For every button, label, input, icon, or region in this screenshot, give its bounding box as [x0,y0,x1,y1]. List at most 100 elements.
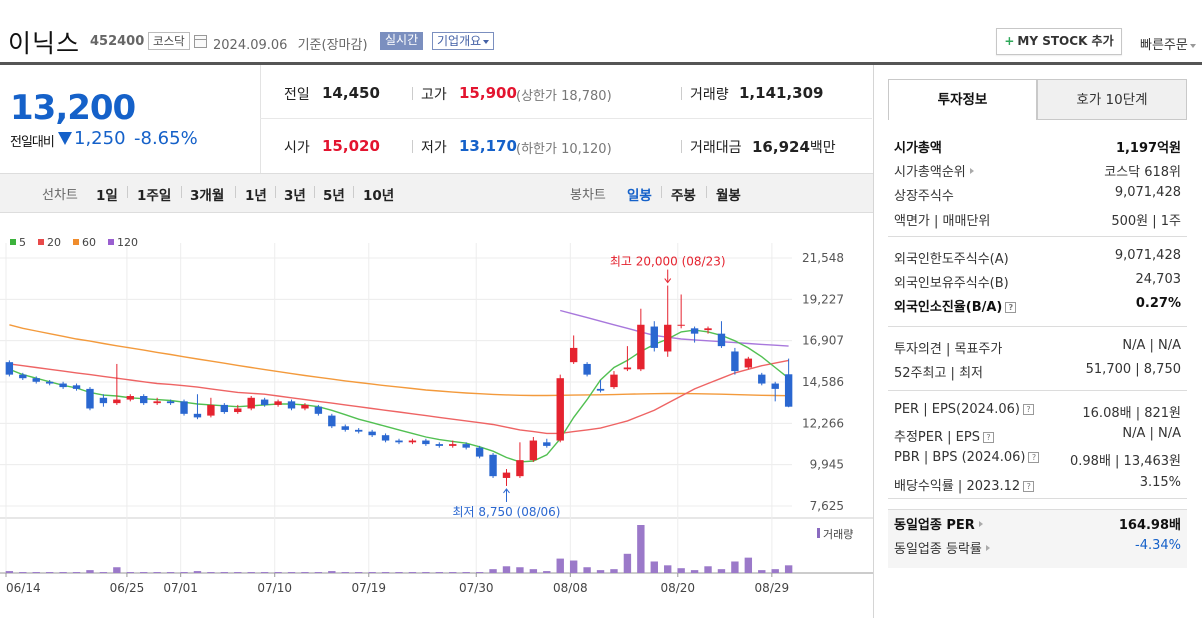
info-key: PBR | BPS (2024.06)? [894,450,1040,465]
sector-section-bg [888,509,1187,568]
volume-label: 거래량 [690,87,729,103]
info-value: 0.98배 | 13,463원 [1070,454,1181,470]
help-icon[interactable]: ? [1005,302,1017,314]
candle-body [247,397,255,409]
volume-bar [664,565,672,573]
divider [412,140,413,153]
info-row[interactable]: 시가총액순위 코스닥 618위 [894,159,1181,180]
candle-body [354,429,363,432]
quick-order-label: 빠른주문 [1140,38,1188,53]
ma5-line [9,329,790,463]
candle-body [395,440,403,443]
divider [888,326,1187,327]
info-value: 9,071,428 [1114,185,1181,201]
company-overview-label: 기업개요 [437,34,482,48]
info-key: 시가총액 [894,141,942,156]
candle-body [664,324,672,352]
info-value: N/A | N/A [1122,338,1181,353]
chevron-right-icon [978,521,983,527]
legend-label: 20 [47,236,61,249]
price-change: 1,250 [74,128,126,149]
candle-body [126,396,134,400]
info-key: 외국인보유주식수(B) [894,276,1009,292]
volume-bar [623,553,632,573]
stock-name: 이닉스 [8,29,81,58]
period-1y[interactable]: 1년 [245,188,267,204]
help-icon[interactable]: ? [982,432,994,444]
legend-swatch [73,239,79,245]
lower-limit: (하한가 10,120) [516,142,612,157]
period-3y[interactable]: 3년 [284,188,306,204]
y-tick-label: 7,625 [810,499,844,513]
help-icon[interactable]: ? [1028,452,1040,464]
info-value: 1,197억원 [1115,141,1181,156]
upper-limit: (상한가 18,780) [516,89,612,104]
prev-compare-label: 전일대비 [10,135,55,150]
legend-label: 120 [117,236,138,249]
volume-bar [287,572,296,573]
period-3m[interactable]: 3개월 [190,188,225,204]
candle-monthly[interactable]: 월봉 [716,188,741,204]
candle-body [59,383,67,388]
candle-body [489,454,497,477]
candle-body [153,401,161,404]
chevron-right-icon [969,168,974,175]
help-icon[interactable]: ? [1022,404,1034,415]
candle-body [32,378,40,382]
high-label: 고가 [421,87,447,103]
x-tick-label: 08/08 [553,581,588,595]
period-10y[interactable]: 10년 [363,188,395,204]
quick-order-button[interactable]: 빠른주문 [1140,34,1196,53]
candle-body [435,444,444,446]
volume-bar [19,572,27,573]
candle-body [301,404,309,409]
volume-bar [193,571,202,573]
info-row: PER | EPS(2024.06)? 16.08배 | 821원 [894,400,1181,421]
info-key: 상장주식수 [894,189,954,205]
divider [314,186,315,198]
info-row[interactable]: 동일업종 등락률 -4.34% [894,536,1181,557]
period-5y[interactable]: 5년 [323,188,345,204]
realtime-button[interactable]: 실시간 [380,32,424,50]
open-label: 시가 [284,140,310,156]
candle-body [717,333,726,347]
volume-bar [422,572,430,573]
info-value: 3.15% [1139,474,1181,490]
volume-bar [381,572,390,573]
volume-bar [368,572,376,573]
info-row: 액면가 | 매매단위 500원 | 1주 [894,208,1181,229]
divider [260,65,261,173]
tab-investment-info[interactable]: 투자정보 [888,79,1037,120]
volume-bar [731,561,739,573]
candle-weekly[interactable]: 주봉 [671,188,696,204]
info-key: 외국인한도주식수(A) [894,252,1009,267]
tab-order-book[interactable]: 호가 10단계 [1037,79,1187,120]
period-1d[interactable]: 1일 [96,188,118,204]
candle-body [260,399,269,405]
info-row[interactable]: 동일업종 PER 164.98배 [894,512,1181,533]
add-mystock-button[interactable]: + MY STOCK 추가 [996,28,1122,55]
divider [412,87,413,100]
candle-daily[interactable]: 일봉 [627,188,652,204]
volume-bar [556,558,564,573]
volume-bar [758,570,766,573]
period-1w[interactable]: 1주일 [137,188,172,204]
high-value: 15,900 [459,84,517,102]
candle-body [381,435,390,441]
volume-bar [45,572,54,573]
help-icon[interactable]: ? [1023,480,1035,492]
volume-bar [583,567,591,573]
company-overview-button[interactable]: 기업개요 [432,32,495,50]
candle-body [140,396,148,404]
info-row: 시가총액 1,197억원 [894,135,1181,156]
divider [888,498,1187,499]
x-tick-label: 07/10 [257,581,292,595]
volume-bar [140,572,148,573]
volume-bar [610,569,618,573]
volume-value: 1,141,309 [739,84,824,102]
volume-bar [771,569,779,573]
candle-body [529,440,538,461]
price-chart[interactable]: 21,548 19,227 16,907 14,586 12,266 9,945 7,625… [0,213,873,618]
volume-bar [462,572,470,573]
candle-body [19,374,27,379]
